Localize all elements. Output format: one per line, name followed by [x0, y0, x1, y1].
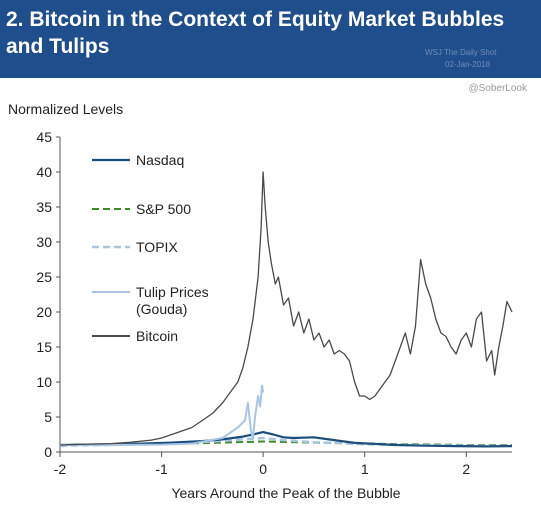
- series-line-nasdaq: [59, 431, 513, 448]
- y-tick-label: 40: [36, 164, 52, 180]
- legend-label-tulip-prices: Tulip Prices (Gouda): [136, 284, 209, 317]
- series-line-s-p-500: [59, 440, 512, 446]
- legend: Nasdaq S&P 500 TOPIX Tulip Prices (Gouda) Bit…: [92, 152, 209, 344]
- legend-label-bitcoin: Bitcoin: [136, 328, 178, 344]
- y-tick-label: 0: [44, 444, 52, 460]
- x-tick-label: 0: [259, 461, 267, 477]
- twitter-handle: @SoberLook: [468, 83, 527, 94]
- watermark-line-1: WSJ The Daily Shot: [425, 48, 497, 57]
- x-tick-label: -1: [155, 461, 168, 477]
- y-tick-label: 45: [36, 129, 52, 145]
- x-tick-label: 1: [361, 461, 369, 477]
- series-line-tulip-prices: [60, 384, 265, 446]
- series-line-bitcoin: [59, 171, 513, 446]
- watermark-line-2: 02-Jan-2018: [445, 60, 490, 69]
- y-axis-label: Normalized Levels: [8, 101, 123, 117]
- y-tick-label: 10: [36, 374, 52, 390]
- x-tick-label: 2: [462, 461, 470, 477]
- title-banner: 2. Bitcoin in the Context of Equity Mark…: [0, 0, 541, 78]
- y-tick-label: 5: [44, 409, 52, 425]
- y-tick-label: 25: [36, 269, 52, 285]
- y-tick-label: 30: [36, 234, 52, 250]
- x-tick-label: -2: [54, 461, 67, 477]
- legend-label-topix: TOPIX: [136, 239, 178, 255]
- x-axis-label: Years Around the Peak of the Bubble: [171, 485, 400, 501]
- y-tick-label: 35: [36, 199, 52, 215]
- legend-label-s-p-500: S&P 500: [136, 201, 191, 217]
- legend-label-nasdaq: Nasdaq: [136, 152, 184, 168]
- y-tick-label: 20: [36, 304, 52, 320]
- chart-title: 2. Bitcoin in the Context of Equity Mark…: [6, 8, 505, 58]
- y-tick-label: 15: [36, 339, 52, 355]
